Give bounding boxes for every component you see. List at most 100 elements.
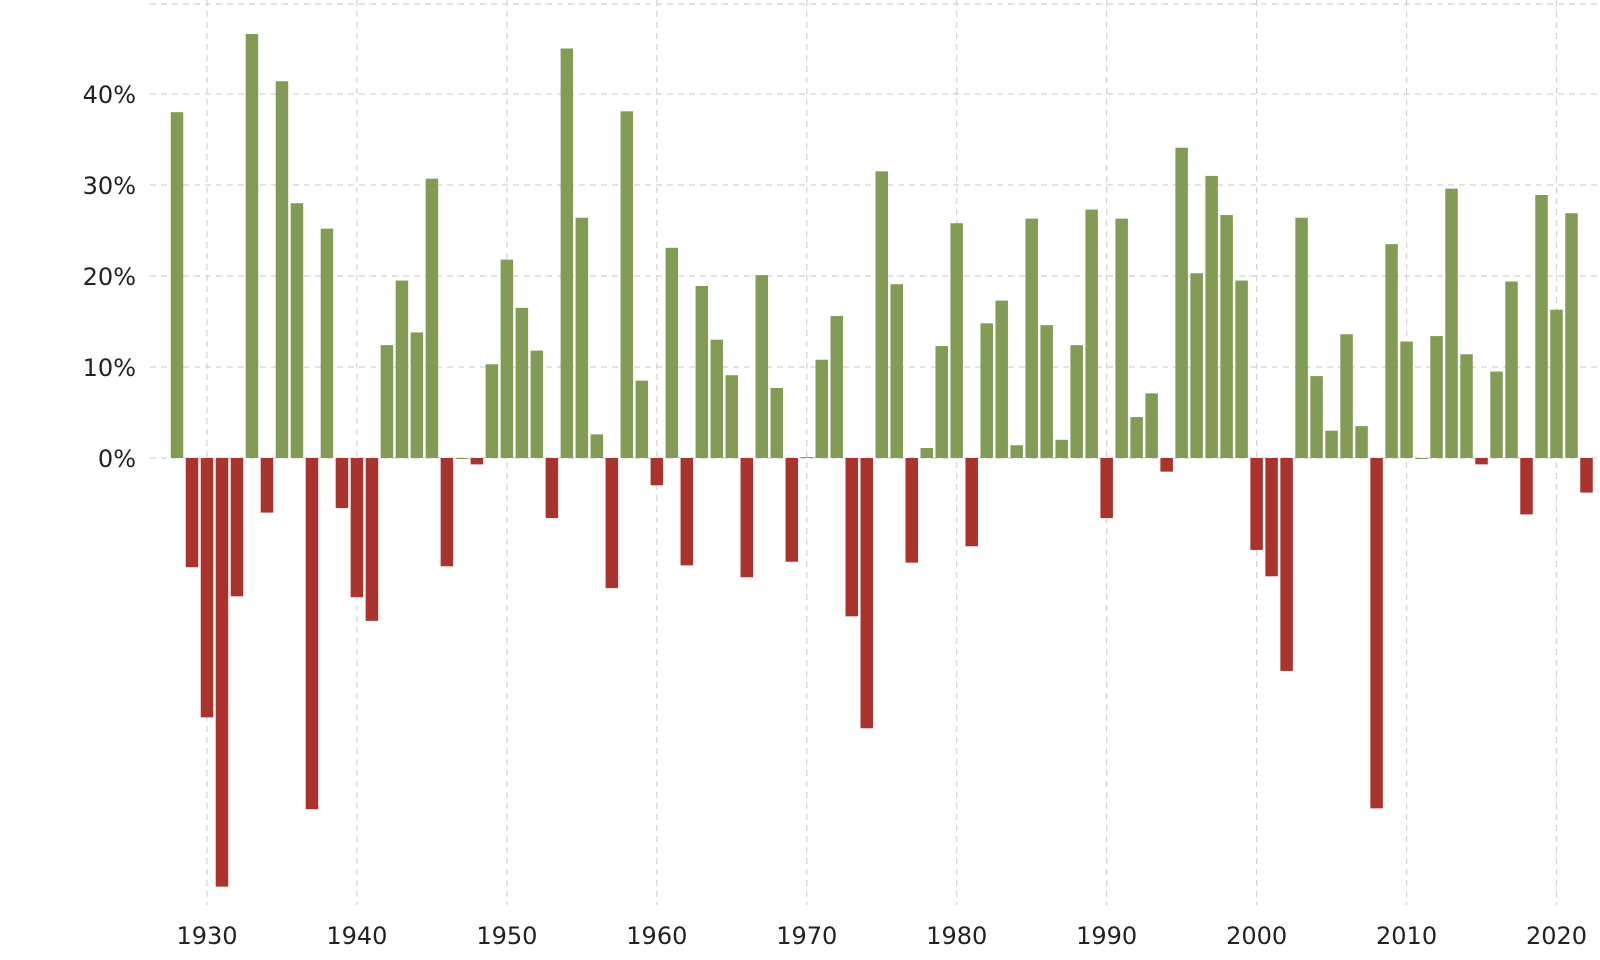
- bar-1977: [905, 458, 918, 563]
- bar-1988: [1070, 345, 1083, 458]
- bar-1963: [695, 286, 709, 458]
- bar-2005: [1325, 430, 1338, 458]
- bar-1944: [410, 332, 424, 458]
- bar-2003: [1295, 217, 1308, 458]
- bar-1971: [815, 359, 829, 458]
- bar-1986: [1040, 325, 1053, 458]
- bar-1964: [710, 339, 724, 458]
- bar-1935: [275, 81, 289, 458]
- bar-1972: [830, 316, 844, 458]
- bar-1969: [785, 458, 799, 562]
- bar-1987: [1055, 439, 1068, 458]
- bar-1960: [650, 458, 664, 486]
- bar-1958: [620, 111, 634, 458]
- bar-1950: [500, 259, 514, 458]
- bar-1945: [425, 178, 439, 458]
- x-tick-label: 2010: [1376, 922, 1437, 950]
- bar-2007: [1355, 426, 1368, 458]
- bar-2022: [1580, 458, 1593, 493]
- bar-1984: [1010, 445, 1023, 458]
- bar-1966: [740, 458, 754, 578]
- bar-2019: [1535, 195, 1548, 458]
- bar-1989: [1085, 209, 1098, 458]
- bar-1983: [995, 300, 1008, 458]
- bar-2020: [1550, 309, 1563, 458]
- bar-1931: [215, 458, 229, 887]
- bar-1952: [530, 350, 544, 458]
- bar-2002: [1280, 458, 1293, 671]
- axis-labels-layer: 0% 10% 20% 30% 40% 1930 1940 1950 1960 1970 1980 19…: [83, 81, 1587, 950]
- bar-1975: [875, 171, 888, 458]
- bar-1955: [575, 217, 589, 458]
- x-tick-label: 1970: [776, 922, 837, 950]
- bar-1992: [1130, 417, 1143, 458]
- bar-2012: [1430, 336, 1443, 458]
- bar-2018: [1520, 458, 1533, 515]
- bar-1928: [170, 112, 184, 458]
- bar-1940: [350, 458, 364, 598]
- bar-2015: [1475, 458, 1488, 465]
- bar-1957: [605, 458, 619, 589]
- x-tick-label: 1940: [326, 922, 387, 950]
- bar-1970: [800, 457, 814, 459]
- bar-1974: [860, 458, 874, 729]
- bar-1962: [680, 458, 694, 566]
- bar-1953: [545, 458, 559, 519]
- x-tick-label: 1960: [626, 922, 687, 950]
- bar-1939: [335, 458, 349, 509]
- bar-2009: [1385, 244, 1398, 458]
- x-tick-label: 2000: [1226, 922, 1287, 950]
- bar-1980: [950, 223, 963, 458]
- bar-1947: [455, 458, 469, 459]
- bar-1959: [635, 380, 649, 458]
- bar-2006: [1340, 334, 1353, 458]
- bar-1993: [1145, 393, 1158, 458]
- bar-1990: [1100, 458, 1113, 519]
- bar-1996: [1190, 273, 1203, 458]
- bar-1979: [935, 346, 948, 458]
- bar-1937: [305, 458, 319, 810]
- x-tick-label: 1990: [1076, 922, 1137, 950]
- bar-2010: [1400, 341, 1413, 458]
- bars-layer: [170, 33, 1593, 887]
- bar-2016: [1490, 371, 1503, 458]
- bar-1985: [1025, 218, 1038, 458]
- bar-2000: [1250, 458, 1263, 550]
- bar-1951: [515, 307, 529, 458]
- bar-2011: [1415, 458, 1428, 459]
- bar-1936: [290, 203, 304, 458]
- y-tick-label: 30%: [83, 172, 136, 200]
- bar-1967: [755, 275, 769, 458]
- bar-1973: [845, 458, 859, 617]
- bar-1930: [200, 458, 214, 718]
- bar-1961: [665, 247, 679, 458]
- bar-2014: [1460, 354, 1473, 458]
- bar-1998: [1220, 215, 1233, 458]
- y-tick-label: 0%: [98, 445, 136, 473]
- bar-1946: [440, 458, 454, 567]
- y-tick-label: 10%: [83, 354, 136, 382]
- bar-1978: [920, 447, 933, 458]
- bar-1949: [485, 364, 499, 458]
- bar-1982: [980, 323, 993, 458]
- bar-2004: [1310, 376, 1323, 458]
- bar-1994: [1160, 458, 1173, 472]
- bar-1942: [380, 345, 394, 458]
- y-tick-label: 20%: [83, 263, 136, 291]
- x-tick-label: 1980: [926, 922, 987, 950]
- bar-2021: [1565, 213, 1578, 458]
- bar-1981: [965, 458, 978, 547]
- bar-1999: [1235, 280, 1248, 458]
- bar-1948: [470, 458, 484, 465]
- bar-2017: [1505, 281, 1518, 458]
- bar-1954: [560, 48, 574, 458]
- x-tick-label: 1950: [476, 922, 537, 950]
- bar-1929: [185, 458, 199, 568]
- x-tick-label: 2020: [1526, 922, 1587, 950]
- y-tick-label: 40%: [83, 81, 136, 109]
- bar-1938: [320, 228, 334, 458]
- x-tick-label: 1930: [176, 922, 237, 950]
- bar-1934: [260, 458, 274, 513]
